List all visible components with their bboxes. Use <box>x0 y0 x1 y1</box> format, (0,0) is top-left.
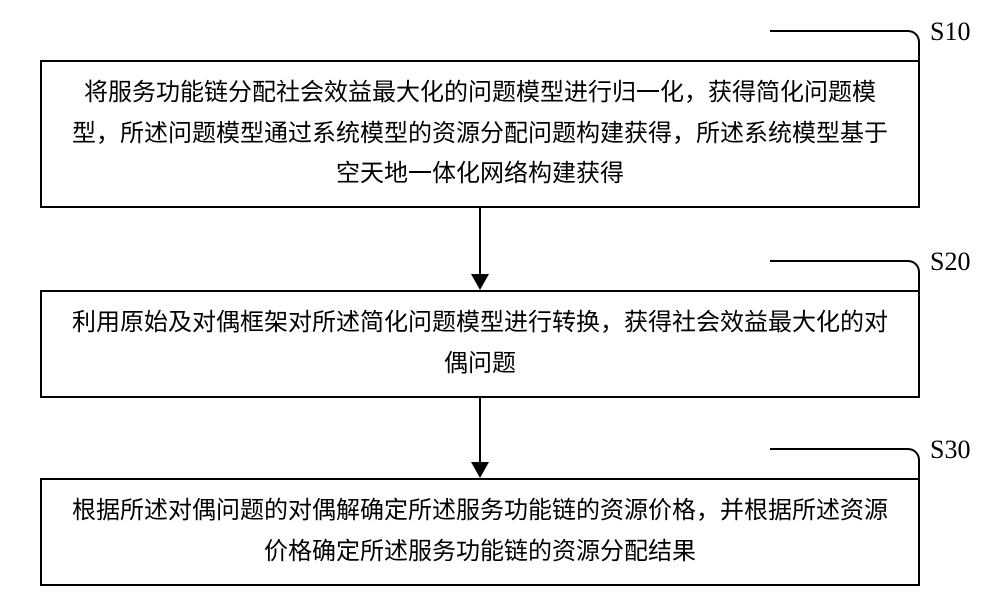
step-box-s30: 根据所述对偶问题的对偶解确定所述服务功能链的资源价格，并根据所述资源价格确定所述… <box>40 478 920 586</box>
step-box-s20: 利用原始及对偶框架对所述简化问题模型进行转换，获得社会效益最大化的对偶问题 <box>40 290 920 398</box>
step-text: 利用原始及对偶框架对所述简化问题模型进行转换，获得社会效益最大化的对偶问题 <box>72 303 888 385</box>
arrow-head-icon <box>471 274 489 290</box>
leader-line <box>770 30 920 62</box>
arrow-shaft <box>479 208 481 274</box>
leader-line <box>770 260 920 292</box>
step-label-s10: S10 <box>930 17 970 47</box>
step-label-s20: S20 <box>930 247 970 277</box>
flowchart-canvas: S10 将服务功能链分配社会效益最大化的问题模型进行归一化，获得简化问题模型，所… <box>0 0 1000 602</box>
leader-line <box>770 448 920 480</box>
arrow-shaft <box>479 398 481 462</box>
arrow-head-icon <box>471 462 489 478</box>
step-box-s10: 将服务功能链分配社会效益最大化的问题模型进行归一化，获得简化问题模型，所述问题模… <box>40 60 920 208</box>
step-text: 根据所述对偶问题的对偶解确定所述服务功能链的资源价格，并根据所述资源价格确定所述… <box>72 491 888 573</box>
step-text: 将服务功能链分配社会效益最大化的问题模型进行归一化，获得简化问题模型，所述问题模… <box>72 73 888 195</box>
step-label-s30: S30 <box>930 435 970 465</box>
